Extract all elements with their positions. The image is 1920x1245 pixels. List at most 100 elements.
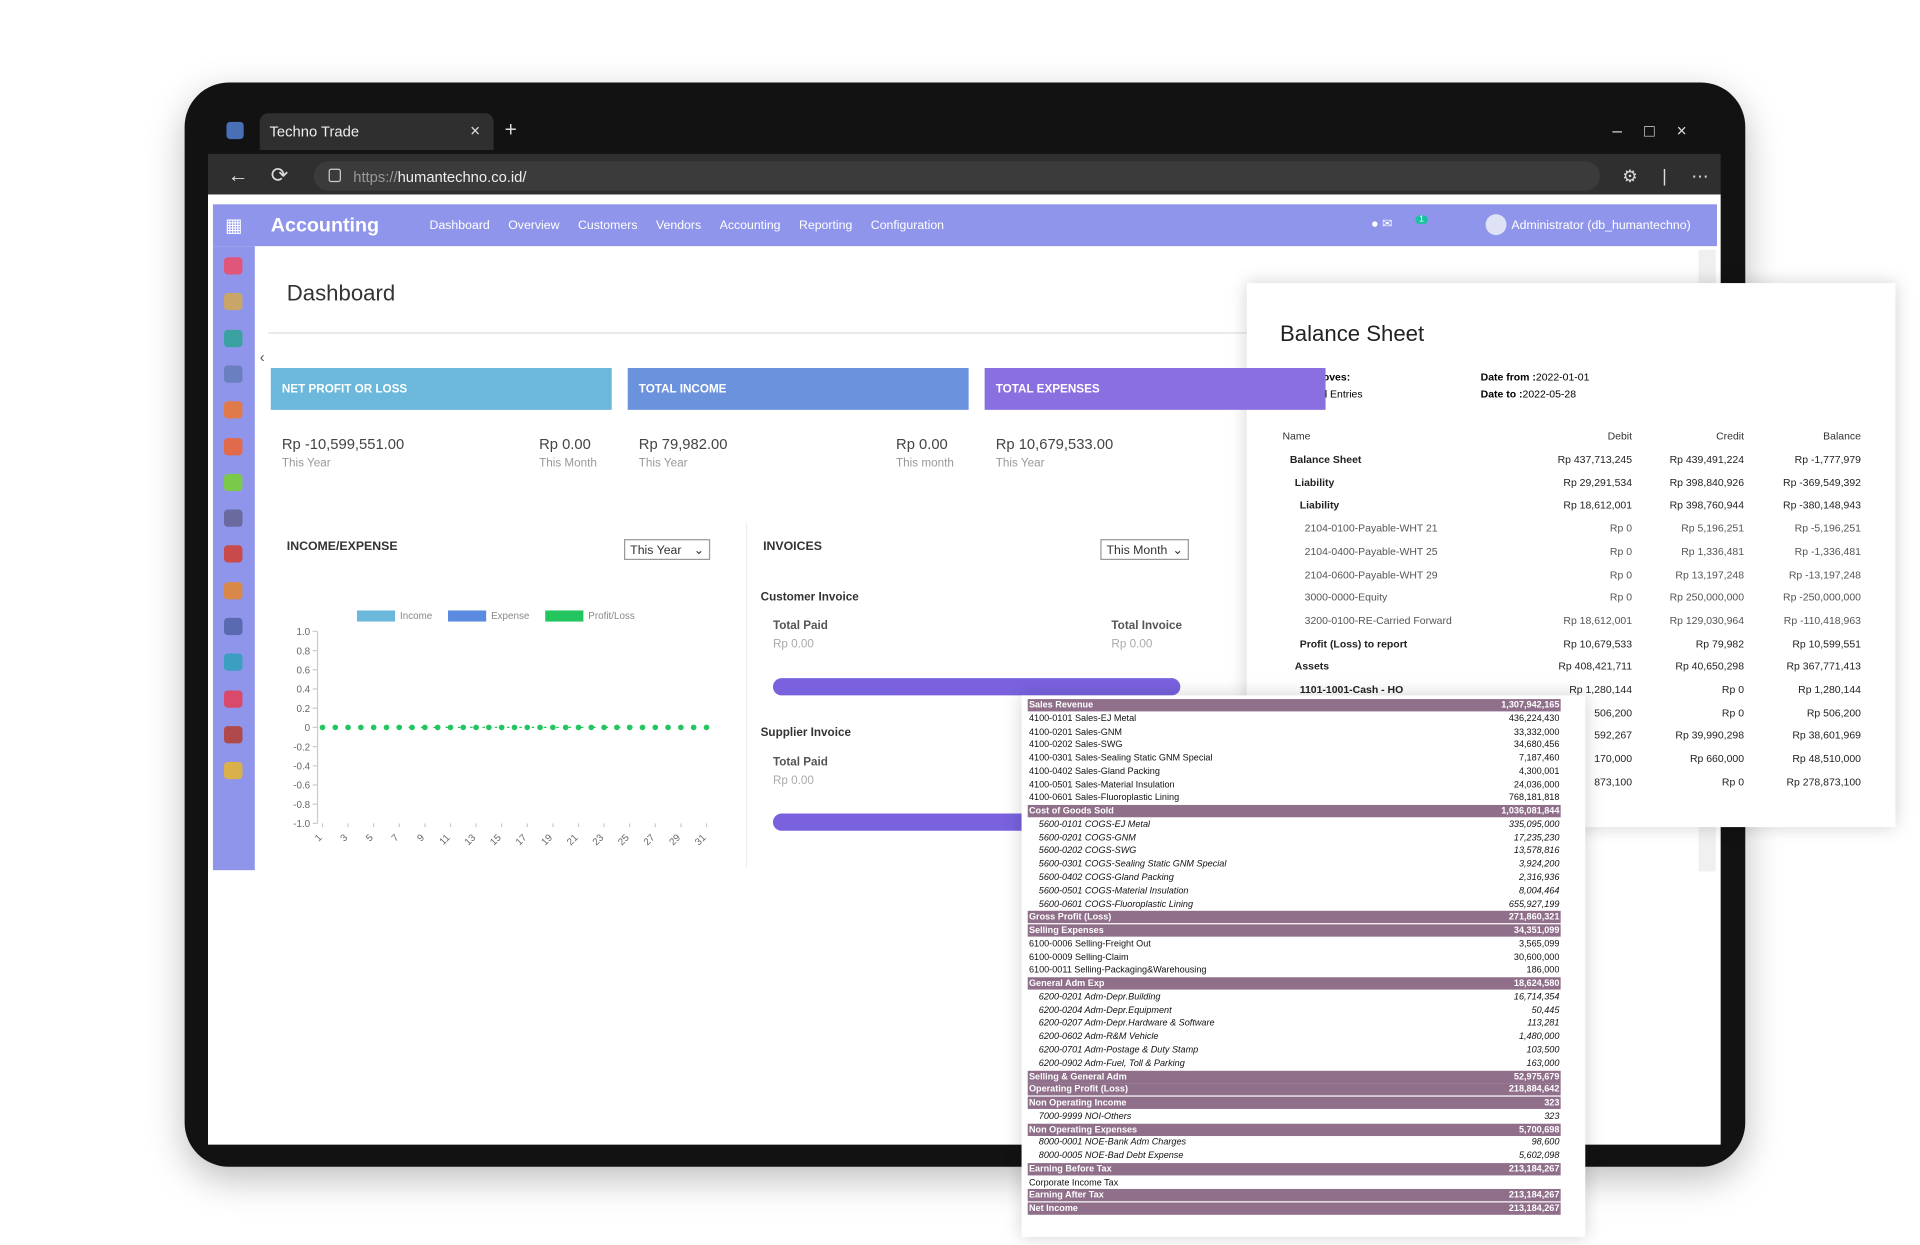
app-name[interactable]: Accounting (270, 215, 380, 237)
dashboard-title: Dashboard (286, 280, 396, 306)
menu-item[interactable]: Vendors (655, 219, 702, 233)
invoices-filter[interactable]: This Month ⌄ (1100, 539, 1189, 561)
legend-swatch (448, 610, 487, 622)
menu-item[interactable]: Dashboard (429, 219, 490, 233)
pl-header-bar (1027, 911, 1561, 924)
point (460, 724, 467, 731)
pl-value: 186,000 (1526, 964, 1560, 976)
sidebar-icon[interactable] (224, 437, 243, 455)
pl-label: Net Income (1028, 1202, 1078, 1214)
chat-icon[interactable]: ● ✉ (1371, 217, 1393, 232)
pl-label: 4100-0402 Sales-Gland Packing (1028, 765, 1160, 777)
tab-close[interactable]: × (470, 120, 481, 141)
chart-filter-text: This Year (630, 544, 682, 558)
new-tab[interactable]: + (504, 118, 517, 142)
pl-value: 18,624,580 (1513, 977, 1560, 989)
y-tick-label: -0.4 (293, 761, 310, 772)
sidebar-icon[interactable] (224, 329, 243, 347)
sidebar-icon[interactable] (224, 473, 243, 491)
bs-cell: Rp 1,280,144 (1798, 683, 1861, 696)
point (703, 724, 710, 731)
pl-header-bar (1027, 805, 1561, 818)
sidebar-icon[interactable] (224, 726, 243, 744)
supplier-title: Supplier Invoice (760, 726, 851, 740)
pl-label: 8000-0005 NOE-Bad Debt Expense (1038, 1149, 1184, 1161)
bs-cell: Rp -1,336,481 (1794, 544, 1861, 558)
bs-cell: Rp -250,000,000 (1783, 591, 1861, 604)
bs-cell: Rp 408,421,711 (1558, 660, 1633, 673)
window-controls[interactable]: –□× (1612, 120, 1709, 141)
pl-value: 213,184,267 (1508, 1189, 1560, 1201)
customer-paid: Rp 0.00 (772, 637, 814, 652)
x-tick-label: 19 (539, 833, 555, 849)
bs-from-label: Date from : (1480, 370, 1536, 383)
legend-swatch (356, 610, 396, 622)
pl-label: 5600-0601 COGS-Fluoroplastic Lining (1038, 897, 1194, 910)
bs-cell: Rp 278,873,100 (1786, 775, 1861, 788)
menu-item[interactable]: Configuration (870, 219, 945, 233)
customer-bar (772, 678, 1181, 696)
sidebar-icon[interactable] (224, 689, 243, 708)
nav-buttons[interactable]: ←⟳ (227, 163, 311, 188)
pl-label: Non Operating Income (1028, 1096, 1127, 1108)
point (575, 724, 582, 731)
customer-invoice: Rp 0.00 (1111, 637, 1153, 652)
chart-filter[interactable]: This Year ⌄ (624, 539, 711, 561)
menu-item[interactable]: Accounting (719, 219, 781, 233)
sidebar-icon[interactable] (224, 762, 243, 780)
scroll-left[interactable]: ‹ (259, 348, 265, 366)
avatar[interactable] (1485, 214, 1507, 236)
point (396, 724, 403, 731)
sidebar-icon[interactable] (224, 401, 243, 419)
menu-item[interactable]: Customers (577, 219, 638, 233)
bs-row-name: Balance Sheet (1289, 452, 1362, 466)
pl-label: 5600-0402 COGS-Gland Packing (1038, 871, 1174, 883)
tab[interactable] (259, 113, 494, 151)
pl-value: 323 (1544, 1110, 1560, 1122)
bs-cell: Rp -5,196,251 (1794, 521, 1861, 535)
address-bar[interactable] (313, 161, 1601, 191)
menu-item[interactable]: Reporting (798, 219, 853, 233)
point (473, 724, 479, 731)
apps-icon[interactable]: ▦ (225, 215, 243, 237)
bs-cell: 170,000 (1594, 752, 1633, 765)
card-title: TOTAL INCOME (638, 382, 727, 397)
sidebar-icon[interactable] (224, 653, 243, 672)
pl-label: Sales Revenue (1028, 699, 1094, 711)
pl-value: 5,602,098 (1518, 1149, 1560, 1161)
customer-title: Customer Invoice (760, 590, 859, 605)
bs-cell: Rp 439,491,224 (1669, 452, 1745, 466)
stat-value: Rp -10,599,551.00 (281, 435, 405, 453)
point (486, 724, 492, 731)
pl-value: 24,036,000 (1513, 778, 1560, 790)
sidebar-icon[interactable] (224, 581, 243, 600)
sidebar-icon[interactable] (224, 257, 243, 275)
bs-cell: Rp 398,840,926 (1669, 475, 1745, 489)
pl-value: 218,884,642 (1508, 1083, 1560, 1095)
pl-value: 3,565,099 (1518, 937, 1560, 949)
toolbar-icons[interactable]: ⚙|⋯ (1622, 166, 1734, 186)
menu-item[interactable]: Overview (508, 219, 560, 233)
stat-period: This Year (638, 456, 688, 471)
pl-label: 4100-0202 Sales-SWG (1028, 738, 1123, 750)
point (601, 724, 607, 731)
user[interactable]: Administrator (db_humantechno) (1511, 219, 1691, 233)
sidebar-icon[interactable] (224, 293, 243, 311)
sidebar-icon[interactable] (224, 365, 243, 383)
url: https://humantechno.co.id/ (353, 169, 526, 186)
stat-period: This month (896, 456, 954, 471)
pl-value: 4,300,001 (1518, 765, 1560, 777)
sidebar-icon[interactable] (224, 545, 243, 563)
y-tick-label: 0.2 (296, 704, 310, 715)
bs-cell: Rp -369,549,392 (1783, 475, 1861, 489)
sidebar-icon[interactable] (224, 617, 243, 636)
customer-invoice-label: Total Invoice (1111, 619, 1183, 633)
sidebar-icon[interactable] (224, 509, 243, 527)
x-tick-label: 31 (693, 833, 709, 849)
pl-value: 323 (1544, 1096, 1560, 1108)
bs-cell: Rp 437,713,245 (1557, 452, 1633, 466)
lock-icon (328, 168, 341, 183)
pl-header-bar (1027, 977, 1561, 990)
bs-cell: Rp 250,000,000 (1669, 591, 1745, 604)
bs-cell: 873,100 (1594, 775, 1633, 788)
